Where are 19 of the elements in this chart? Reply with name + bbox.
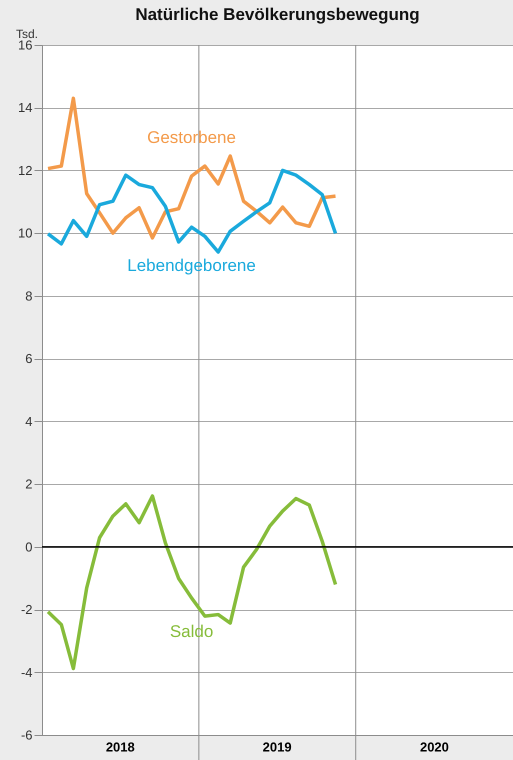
y-tick-label: 4 [25, 414, 32, 429]
line-series [46, 96, 338, 240]
y-tick-label: 6 [25, 351, 32, 366]
y-tick-label: 2 [25, 476, 32, 492]
y-tick-label: 12 [18, 162, 32, 178]
y-tick-label: -4 [20, 664, 32, 680]
x-tick-label: 2018 [106, 740, 135, 754]
y-tick-label: -2 [20, 602, 32, 618]
y-tick-label: 14 [18, 100, 32, 116]
line-series [46, 494, 338, 670]
series-label: Lebendgeborene [127, 256, 256, 276]
chart-title: Natürliche Bevölkerungsbewegung [135, 5, 420, 24]
y-tick-label: 10 [18, 226, 32, 241]
line-series [46, 168, 338, 254]
y-tick-label: 0 [25, 539, 32, 554]
y-tick-label: 8 [25, 288, 32, 304]
x-tick-label: 2019 [262, 740, 292, 754]
x-tick-label: 2020 [420, 740, 449, 754]
y-tick-label: -6 [20, 728, 32, 742]
